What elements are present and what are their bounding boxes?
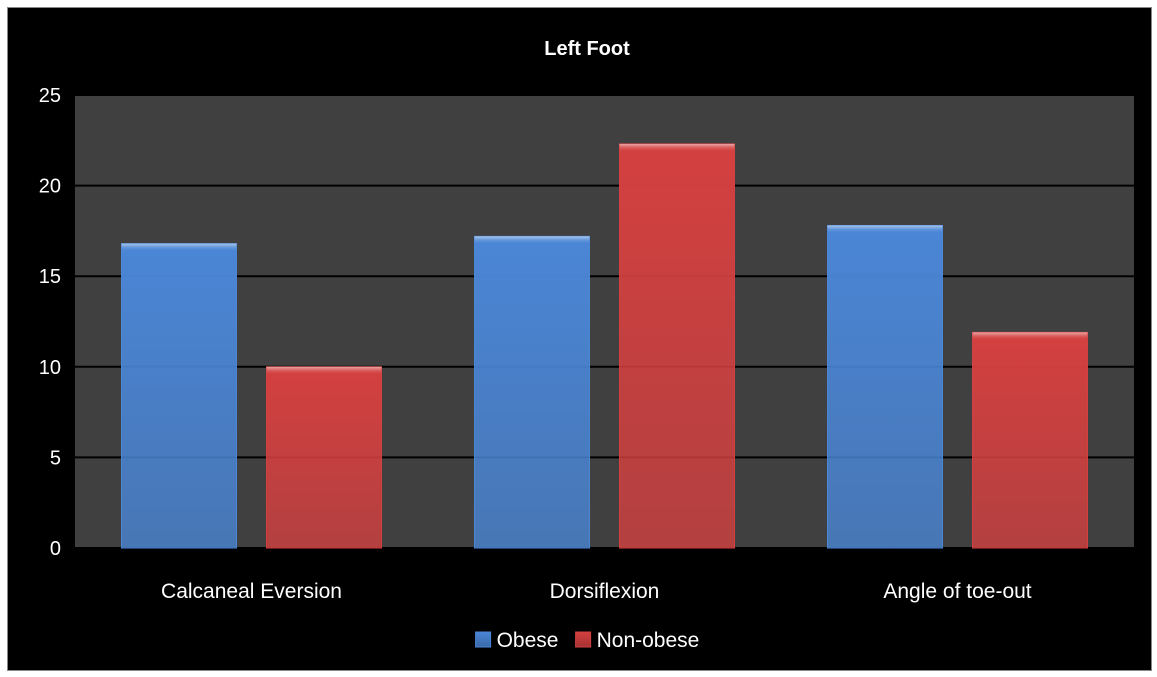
legend-swatch	[475, 631, 492, 648]
y-tick-label: 15	[39, 266, 61, 288]
bar-bevel	[619, 143, 735, 152]
bar-obese	[474, 235, 590, 549]
y-tick-label: 25	[39, 85, 61, 107]
bar-bevel	[121, 243, 237, 252]
legend: Obese Non-obese	[475, 629, 700, 652]
bar-obese	[827, 224, 943, 549]
x-category-label: Calcaneal Eversion	[161, 580, 342, 603]
legend-swatch	[575, 631, 592, 648]
legend-label: Non-obese	[597, 629, 700, 652]
y-tick-label: 0	[50, 538, 61, 560]
bars	[121, 143, 1088, 549]
legend-label: Obese	[497, 629, 559, 652]
bar-bevel	[266, 366, 382, 375]
bar-non-obese	[972, 331, 1088, 549]
chart-title: Left Foot	[544, 38, 630, 60]
chart-svg: Left Foot 0 5 10 15 20 25 Calcaneal Eversion D…	[39, 38, 1134, 652]
bar-bevel	[972, 332, 1088, 341]
x-category-label: Angle of toe-out	[883, 580, 1031, 603]
bar-obese	[121, 243, 237, 549]
y-axis-ticks: 0 5 10 15 20 25	[39, 85, 61, 560]
bar-bevel	[474, 236, 590, 245]
y-tick-label: 20	[39, 176, 61, 198]
chart-frame: Left Foot 0 5 10 15 20 25 Calcaneal Eversion D…	[7, 7, 1152, 671]
plot-area	[75, 95, 1134, 548]
y-tick-label: 10	[39, 357, 61, 379]
bar-non-obese	[266, 366, 382, 549]
gridlines	[75, 94, 1134, 549]
x-category-label: Dorsiflexion	[550, 580, 660, 603]
x-axis-categories: Calcaneal Eversion Dorsiflexion Angle of t…	[161, 580, 1032, 603]
bar-bevel	[827, 225, 943, 234]
bar-non-obese	[619, 143, 735, 549]
y-tick-label: 5	[50, 447, 61, 469]
